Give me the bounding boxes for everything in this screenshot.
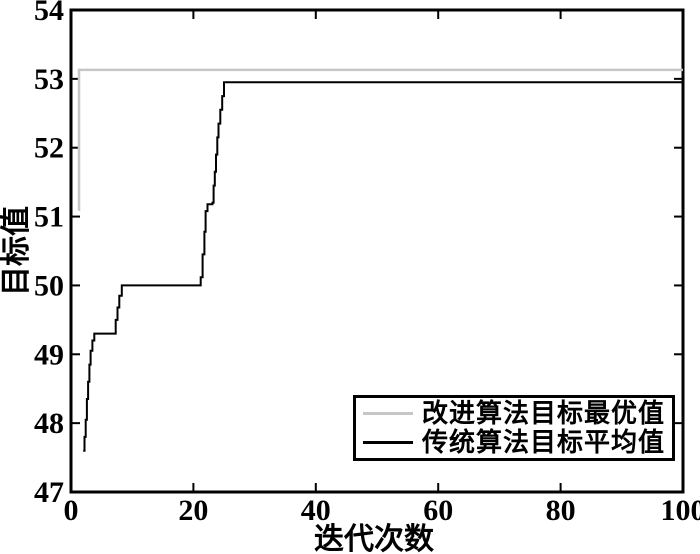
y-tick-label: 48 [34, 407, 64, 440]
y-tick-label: 52 [34, 132, 64, 165]
x-tick-label: 60 [423, 494, 453, 527]
y-axis-label: 目标值 [0, 206, 33, 296]
y-tick-label: 49 [34, 338, 64, 371]
x-tick-label: 100 [661, 494, 700, 527]
legend-line-sample-traditional [363, 441, 413, 444]
y-tick-label: 50 [34, 269, 64, 302]
legend-item-traditional-avg: 传统算法目标平均值 [356, 428, 672, 457]
legend-item-improved-best: 改进算法目标最优值 [356, 399, 672, 428]
series-line-traditional-avg [83, 81, 683, 452]
y-tick-label: 51 [34, 201, 64, 234]
legend-line-sample-improved [363, 412, 413, 415]
y-tick-label: 53 [34, 63, 64, 96]
legend-item-label: 改进算法目标最优值 [422, 399, 666, 428]
legend: 改进算法目标最优值 传统算法目标平均值 [353, 395, 675, 461]
x-tick-label: 40 [301, 494, 331, 527]
legend-item-label: 传统算法目标平均值 [422, 428, 666, 457]
series-line-improved-best [77, 68, 683, 211]
x-tick-label: 80 [546, 494, 576, 527]
y-tick-label: 54 [34, 0, 64, 27]
x-tick-label: 0 [64, 494, 79, 527]
y-tick-label: 47 [34, 476, 64, 509]
plot-border [69, 8, 685, 494]
x-tick-label: 20 [178, 494, 208, 527]
x-axis-label: 迭代次数 [314, 523, 435, 554]
